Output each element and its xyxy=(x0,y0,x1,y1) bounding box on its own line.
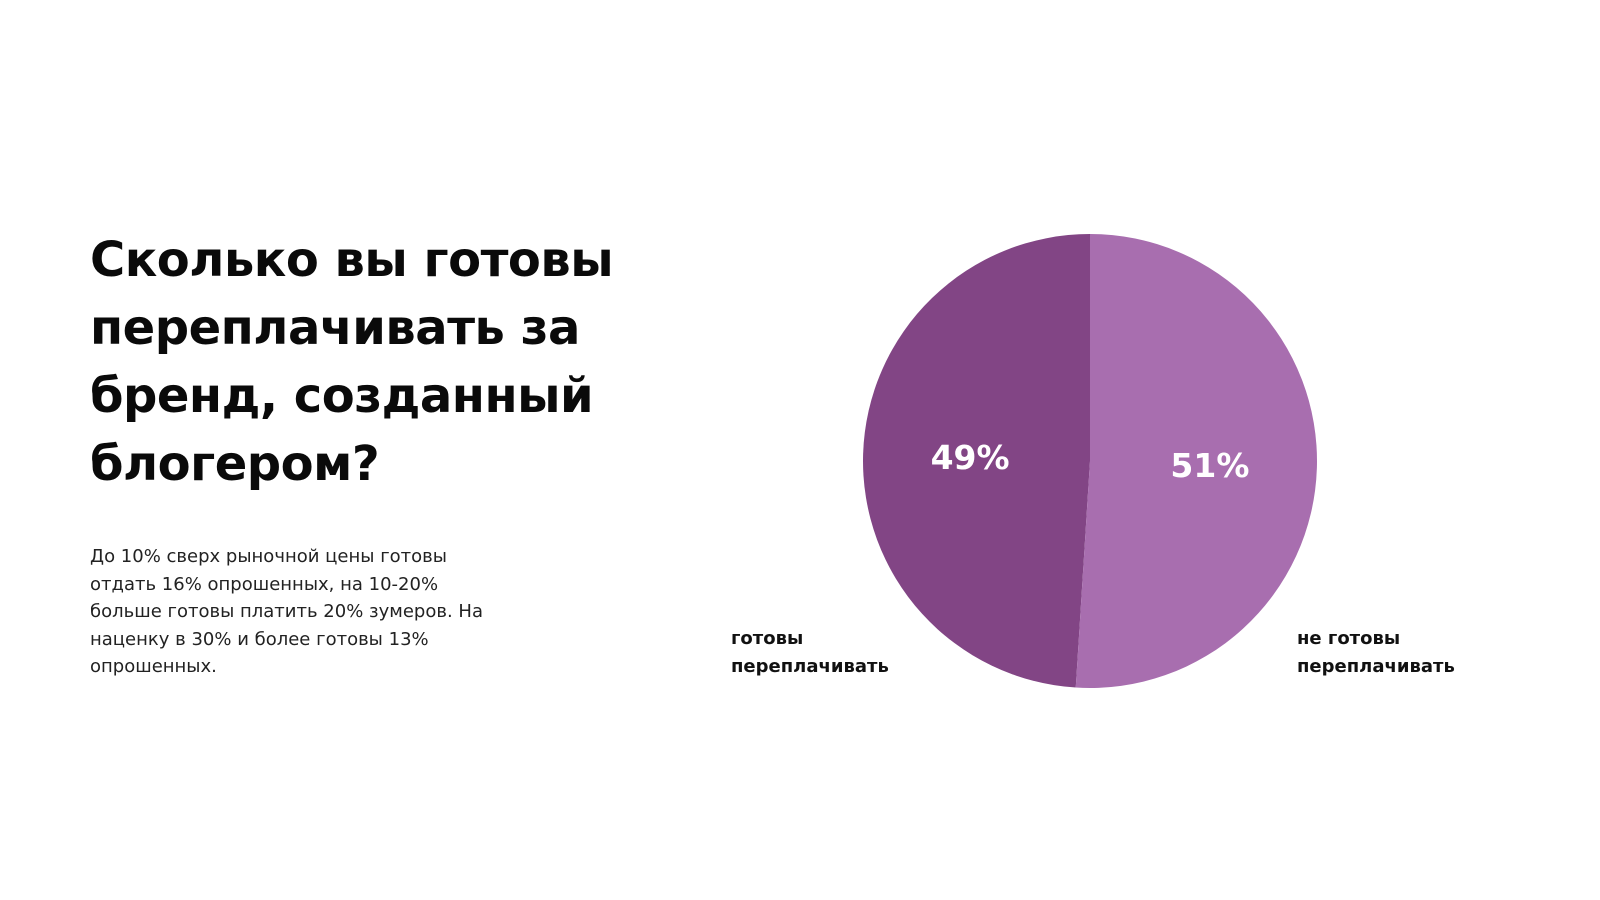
legend-label-not-ready: не готовы переплачивать xyxy=(1297,628,1455,677)
pie-slice-not-ready xyxy=(1075,234,1317,688)
slide-heading: Сколько вы готовы переплачивать за бренд… xyxy=(90,232,614,492)
legend-label-ready: готовы переплачивать xyxy=(731,628,889,677)
pie-label-not-ready: 51% xyxy=(1170,446,1249,485)
pie-slice-ready xyxy=(863,234,1090,688)
pie-label-ready: 49% xyxy=(931,438,1010,477)
pie-value-labels: 49% 51% xyxy=(931,438,1250,485)
pie-slices xyxy=(863,234,1317,688)
slide-body-text: До 10% сверх рыночной цены готовы отдать… xyxy=(90,546,483,677)
